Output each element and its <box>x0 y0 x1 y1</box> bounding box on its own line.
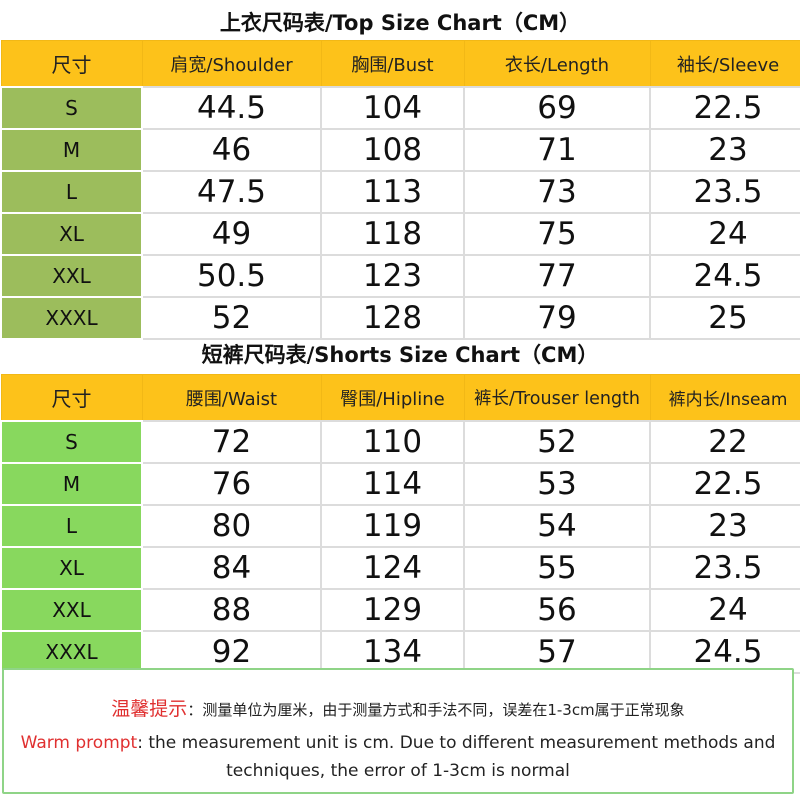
size-cell: S <box>1 87 142 129</box>
value-cell: 52 <box>463 420 651 464</box>
value-cell: 22.5 <box>649 86 800 130</box>
size-cell: XL <box>1 547 142 589</box>
value-cell: 23 <box>649 128 800 172</box>
size-cell: M <box>1 463 142 505</box>
table-row: XXXL 92 134 57 24.5 <box>1 630 800 674</box>
value-cell: 92 <box>141 630 322 674</box>
value-cell: 44.5 <box>141 86 322 130</box>
value-cell: 110 <box>320 420 465 464</box>
size-cell: L <box>1 505 142 547</box>
header-shoulder: 肩宽/Shoulder <box>141 40 322 88</box>
value-cell: 57 <box>463 630 651 674</box>
value-cell: 114 <box>320 462 465 506</box>
size-cell: M <box>1 129 142 171</box>
table-row: XXXL 52 128 79 25 <box>1 296 800 340</box>
value-cell: 47.5 <box>141 170 322 214</box>
table-row: M 76 114 53 22.5 <box>1 462 800 506</box>
value-cell: 24.5 <box>649 254 800 298</box>
header-length: 衣长/Length <box>463 40 651 88</box>
header-trouser-length: 裤长/Trouser length <box>463 374 651 422</box>
size-cell: XL <box>1 213 142 255</box>
size-cell: L <box>1 171 142 213</box>
size-cell: S <box>1 421 142 463</box>
shorts-chart-title: 短裤尺码表/Shorts Size Chart（CM） <box>201 343 599 367</box>
table-row: L 47.5 113 73 23.5 <box>1 170 800 214</box>
header-sleeve: 袖长/Sleeve <box>649 40 800 88</box>
note-text-en: : the measurement unit is cm. Due to dif… <box>137 733 776 781</box>
value-cell: 22.5 <box>649 462 800 506</box>
note-cn-line: 温馨提示：测量单位为厘米，由于测量方式和手法不同，误差在1-3cm属于正常现象 <box>4 694 792 721</box>
value-cell: 50.5 <box>141 254 322 298</box>
table-row: M 46 108 71 23 <box>1 128 800 172</box>
header-waist: 腰围/Waist <box>141 374 322 422</box>
value-cell: 69 <box>463 86 651 130</box>
value-cell: 46 <box>141 128 322 172</box>
value-cell: 23 <box>649 504 800 548</box>
table-row: S 72 110 52 22 <box>1 420 800 464</box>
table-row: S 44.5 104 69 22.5 <box>1 86 800 130</box>
size-cell: XXL <box>1 589 142 631</box>
shorts-size-table: 尺寸 腰围/Waist 臀围/Hipline 裤长/Trouser length… <box>0 374 800 674</box>
value-cell: 49 <box>141 212 322 256</box>
value-cell: 76 <box>141 462 322 506</box>
table-row: L 80 119 54 23 <box>1 504 800 548</box>
note-text-cn: ：测量单位为厘米，由于测量方式和手法不同，误差在1-3cm属于正常现象 <box>187 701 685 719</box>
value-cell: 71 <box>463 128 651 172</box>
header-size: 尺寸 <box>0 40 143 88</box>
value-cell: 84 <box>141 546 322 590</box>
table-row: XXL 50.5 123 77 24.5 <box>1 254 800 298</box>
value-cell: 128 <box>320 296 465 340</box>
value-cell: 119 <box>320 504 465 548</box>
value-cell: 22 <box>649 420 800 464</box>
note-label-cn: 温馨提示 <box>111 698 188 720</box>
value-cell: 24 <box>649 588 800 632</box>
value-cell: 25 <box>649 296 800 340</box>
header-bust: 胸围/Bust <box>320 40 465 88</box>
value-cell: 54 <box>463 504 651 548</box>
value-cell: 123 <box>320 254 465 298</box>
value-cell: 104 <box>320 86 465 130</box>
value-cell: 77 <box>463 254 651 298</box>
value-cell: 129 <box>320 588 465 632</box>
value-cell: 24 <box>649 212 800 256</box>
value-cell: 79 <box>463 296 651 340</box>
value-cell: 56 <box>463 588 651 632</box>
header-hipline: 臀围/Hipline <box>320 374 465 422</box>
value-cell: 52 <box>141 296 322 340</box>
header-size: 尺寸 <box>0 374 143 422</box>
value-cell: 55 <box>463 546 651 590</box>
value-cell: 73 <box>463 170 651 214</box>
note-en-line: Warm prompt: the measurement unit is cm.… <box>4 729 792 785</box>
value-cell: 80 <box>141 504 322 548</box>
size-cell: XXXL <box>1 297 142 339</box>
shorts-header-row: 尺寸 腰围/Waist 臀围/Hipline 裤长/Trouser length… <box>0 374 800 422</box>
table-row: XL 84 124 55 23.5 <box>1 546 800 590</box>
value-cell: 113 <box>320 170 465 214</box>
size-cell: XXXL <box>1 631 142 673</box>
value-cell: 72 <box>141 420 322 464</box>
measurement-note: 温馨提示：测量单位为厘米，由于测量方式和手法不同，误差在1-3cm属于正常现象 … <box>2 668 794 794</box>
value-cell: 23.5 <box>649 546 800 590</box>
value-cell: 134 <box>320 630 465 674</box>
top-size-table: 尺寸 肩宽/Shoulder 胸围/Bust 衣长/Length 袖长/Slee… <box>0 40 800 340</box>
value-cell: 75 <box>463 212 651 256</box>
note-label-en: Warm prompt <box>20 733 138 753</box>
value-cell: 23.5 <box>649 170 800 214</box>
value-cell: 24.5 <box>649 630 800 674</box>
table-row: XXL 88 129 56 24 <box>1 588 800 632</box>
value-cell: 108 <box>320 128 465 172</box>
value-cell: 88 <box>141 588 322 632</box>
top-header-row: 尺寸 肩宽/Shoulder 胸围/Bust 衣长/Length 袖长/Slee… <box>0 40 800 88</box>
value-cell: 124 <box>320 546 465 590</box>
table-row: XL 49 118 75 24 <box>1 212 800 256</box>
size-cell: XXL <box>1 255 142 297</box>
value-cell: 53 <box>463 462 651 506</box>
top-chart-title: 上衣尺码表/Top Size Chart（CM） <box>219 11 581 35</box>
header-inseam: 裤内长/Inseam <box>649 374 800 422</box>
value-cell: 118 <box>320 212 465 256</box>
